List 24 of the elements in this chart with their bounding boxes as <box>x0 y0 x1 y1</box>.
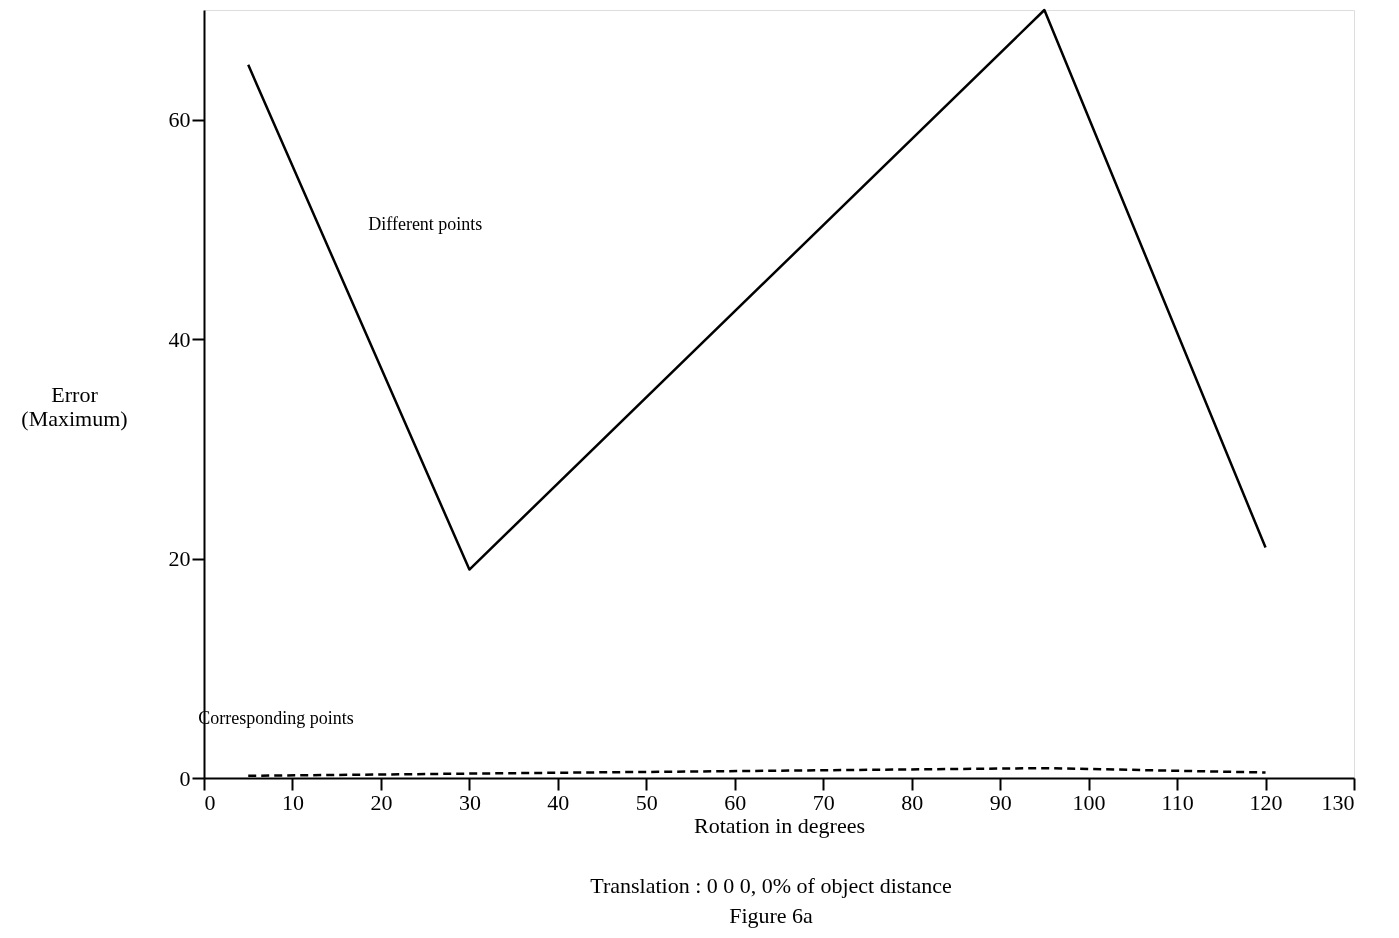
text: Different points <box>368 213 483 234</box>
x-tick-label: 0 <box>204 789 216 815</box>
y-tick-label: 40 <box>168 326 191 352</box>
x-tick-label: 130 <box>1321 789 1355 815</box>
x-tick-label: 110 <box>1161 789 1194 815</box>
x-tick-label: 90 <box>989 789 1012 815</box>
x-tick-label: 100 <box>1072 789 1106 815</box>
x-tick-label: 80 <box>901 789 924 815</box>
caption: Figure 6a <box>729 903 814 928</box>
x-axis-title: Rotation in degrees <box>693 812 866 838</box>
y-tick-label: 0 <box>179 765 191 791</box>
y-tick-label: 60 <box>168 107 191 133</box>
x-tick-label: 30 <box>458 789 481 815</box>
x-tick-label: 120 <box>1249 789 1283 815</box>
x-tick-label: 40 <box>547 789 570 815</box>
x-tick-label: 70 <box>812 789 835 815</box>
y-tick-label: 20 <box>168 546 191 572</box>
x-tick-label: 50 <box>635 789 658 815</box>
x-tick-label: 60 <box>724 789 747 815</box>
y-axis-title: Error (Maximum) <box>21 381 128 431</box>
line-series <box>246 8 1267 571</box>
text: Translation : 0 0 0, 0% of object distance <box>590 873 952 898</box>
x-tick-label: 10 <box>281 789 304 815</box>
x-tick-label: 20 <box>370 789 393 815</box>
